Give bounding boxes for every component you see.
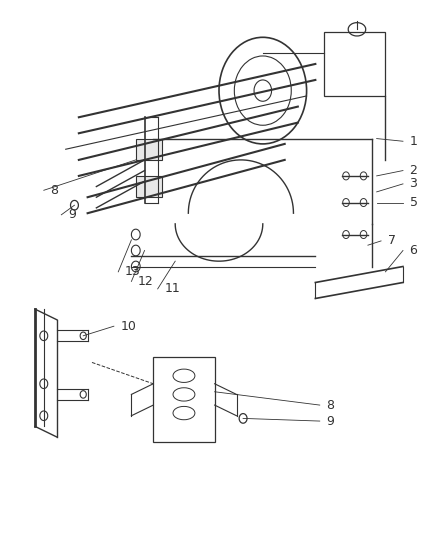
Text: 6: 6 [410,244,417,257]
Text: 3: 3 [410,177,417,190]
Text: 8: 8 [326,399,334,411]
Text: 9: 9 [326,415,334,427]
FancyBboxPatch shape [136,176,162,197]
Text: 13: 13 [125,265,141,278]
Text: 7: 7 [388,235,396,247]
FancyBboxPatch shape [136,139,162,160]
Text: 11: 11 [164,282,180,295]
Text: 10: 10 [120,320,136,333]
Text: 5: 5 [410,196,417,209]
Text: 9: 9 [68,208,76,221]
Text: 2: 2 [410,164,417,177]
Text: 12: 12 [138,275,154,288]
Text: 8: 8 [50,184,58,197]
Text: 1: 1 [410,135,417,148]
